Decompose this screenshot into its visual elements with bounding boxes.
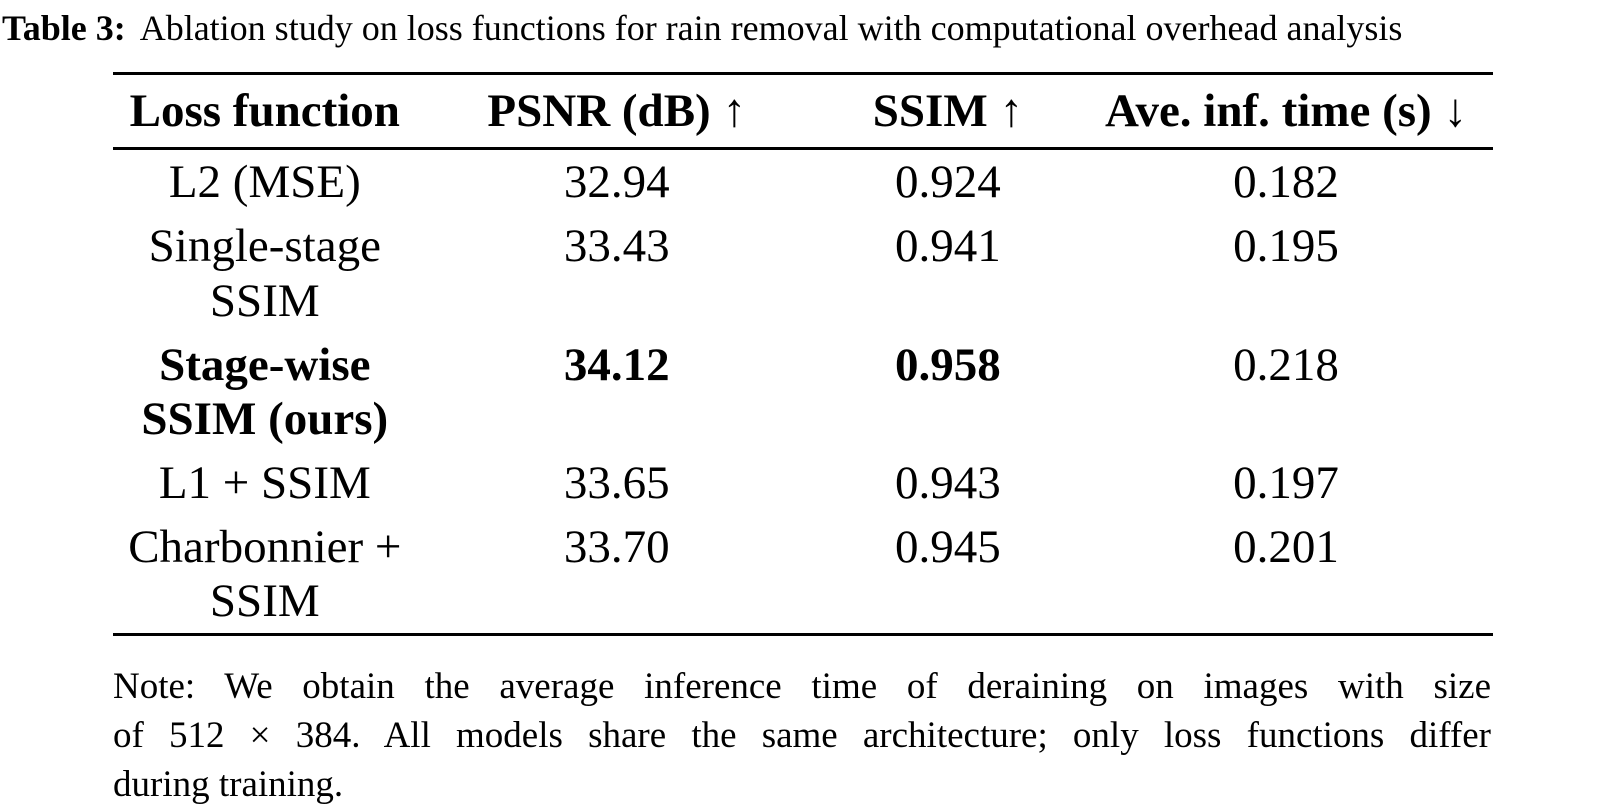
cell-time: 0.201 — [1233, 520, 1339, 573]
cell-time: 0.182 — [1233, 156, 1339, 209]
cell-loss: Single-stage SSIM — [148, 220, 381, 327]
table-row: Single-stage SSIM 33.43 0.941 0.195 — [113, 214, 1493, 332]
table-caption-text: Ablation study on loss functions for rai… — [139, 8, 1403, 48]
cell-psnr: 32.94 — [563, 156, 670, 209]
col-header-inference-time: Ave. inf. time (s) ↓ — [1078, 73, 1493, 151]
cell-ssim: 0.941 — [895, 220, 1001, 273]
table-caption-label: Table 3: — [2, 8, 126, 48]
cell-time: 0.195 — [1233, 220, 1339, 273]
cell-ssim: 0.958 — [895, 338, 1001, 391]
note-line: during training. — [113, 763, 344, 805]
cell-time: 0.218 — [1233, 338, 1339, 391]
note-line: Note: We obtain the average inference ti… — [113, 665, 1491, 707]
table-caption: Table 3: Ablation study on loss functions… — [0, 0, 1606, 49]
cell-loss: Charbonnier + SSIM — [128, 520, 402, 627]
col-header-psnr: PSNR (dB) ↑ — [416, 73, 817, 151]
table-row: L2 (MSE) 32.94 0.924 0.182 — [113, 149, 1493, 215]
cell-psnr: 33.65 — [563, 456, 670, 509]
cell-ssim: 0.943 — [895, 456, 1001, 509]
col-header-ssim: SSIM ↑ — [816, 73, 1079, 151]
col-header-loss-function: Loss function — [113, 73, 417, 151]
cell-psnr: 33.70 — [563, 520, 670, 573]
ablation-table: Loss function PSNR (dB) ↑ SSIM ↑ Ave. in… — [113, 72, 1493, 636]
cell-loss: Stage-wise SSIM (ours) — [141, 338, 389, 445]
cell-psnr: 34.12 — [563, 338, 670, 391]
note-line: of 512 × 384. All models share the same … — [113, 714, 1491, 756]
table-row: L1 + SSIM 33.65 0.943 0.197 — [113, 451, 1493, 515]
table-header-row: Loss function PSNR (dB) ↑ SSIM ↑ Ave. in… — [113, 73, 1493, 151]
table-row-ours: Stage-wise SSIM (ours) 34.12 0.958 0.218 — [113, 333, 1493, 451]
table-note: Note: We obtain the average inference ti… — [113, 662, 1491, 805]
cell-time: 0.197 — [1233, 456, 1339, 509]
table-row: Charbonnier + SSIM 33.70 0.945 0.201 — [113, 515, 1493, 635]
cell-psnr: 33.43 — [563, 220, 670, 273]
cell-ssim: 0.945 — [895, 520, 1001, 573]
cell-ssim: 0.924 — [895, 156, 1001, 209]
cell-loss: L1 + SSIM — [158, 456, 371, 509]
cell-loss: L2 (MSE) — [168, 156, 361, 209]
